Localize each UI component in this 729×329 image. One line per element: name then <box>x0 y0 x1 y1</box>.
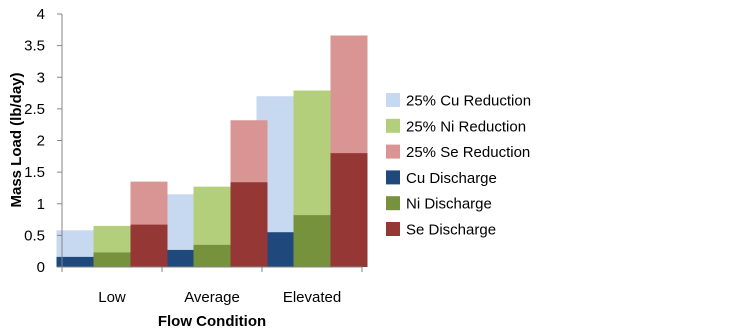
y-tick-label: 2.5 <box>24 101 45 118</box>
axes-layer: 0 0.5 1 1.5 2 2.5 3 3.5 4 Low Average Elevated <box>24 6 363 306</box>
x-tick-label: Elevated <box>283 289 341 306</box>
bar-se-discharge-elevated <box>330 153 368 267</box>
bar-cu-discharge-low <box>56 256 94 267</box>
y-tick-label: 1 <box>37 196 45 213</box>
legend: 25% Cu Reduction 25% Ni Reduction 25% Se R… <box>386 93 531 239</box>
y-tick-label: 3 <box>37 69 45 86</box>
y-axis-title: Mass Load (lb/day) <box>8 72 25 207</box>
legend-swatch-se-discharge <box>386 222 400 236</box>
x-tick-label: Average <box>184 289 240 306</box>
legend-label: Se Discharge <box>406 222 496 239</box>
x-tick-label: Low <box>98 289 126 306</box>
bar-se-discharge-low <box>130 224 168 267</box>
legend-swatch-25-cu-reduction <box>386 93 400 107</box>
bar-ni-discharge-average <box>193 244 231 267</box>
legend-swatch-ni-discharge <box>386 196 400 211</box>
bar-se-discharge-average <box>230 182 268 267</box>
legend-label: Cu Discharge <box>406 170 497 187</box>
legend-label: 25% Cu Reduction <box>406 93 531 110</box>
y-tick-label: 2 <box>37 133 45 150</box>
bar-ni-discharge-low <box>93 252 131 267</box>
y-tick-label: 1.5 <box>24 164 45 181</box>
legend-swatch-cu-discharge <box>386 170 400 185</box>
legend-label: 25% Se Reduction <box>406 144 530 161</box>
legend-swatch-25-ni-reduction <box>386 118 400 133</box>
y-tick-label: 3.5 <box>24 38 45 55</box>
y-tick-label: 4 <box>37 6 45 23</box>
x-axis-title: Flow Condition <box>158 313 266 329</box>
bar-ni-discharge-elevated <box>293 215 331 267</box>
legend-swatch-25-se-reduction <box>386 144 400 159</box>
legend-label: Ni Discharge <box>406 196 492 213</box>
bars-layer <box>56 35 368 267</box>
legend-label: 25% Ni Reduction <box>406 118 526 135</box>
y-tick-label: 0 <box>37 259 45 276</box>
y-tick-label: 0.5 <box>24 227 45 244</box>
